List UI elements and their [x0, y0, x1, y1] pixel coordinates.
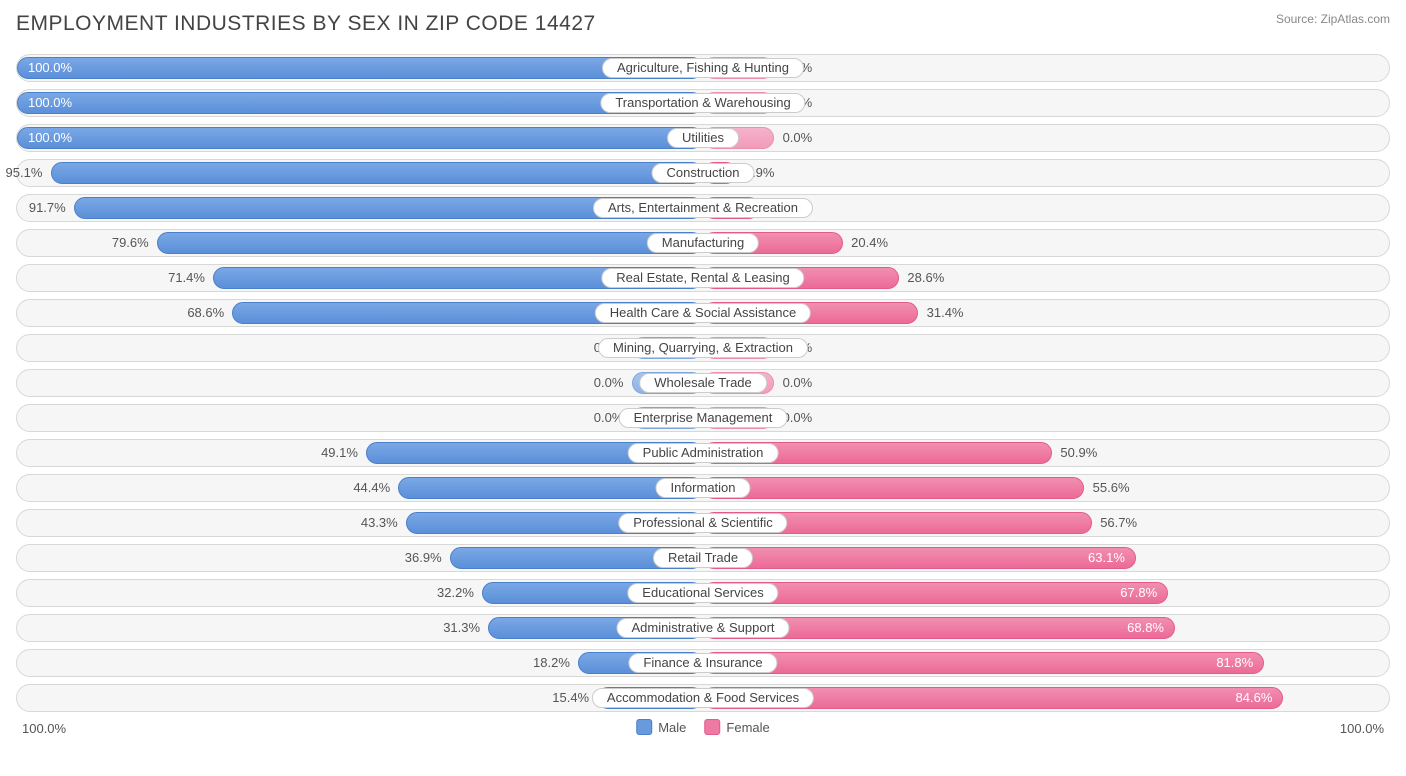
legend-male-label: Male	[658, 720, 686, 735]
source-name: ZipAtlas.com	[1321, 12, 1390, 26]
category-label: Administrative & Support	[616, 618, 789, 638]
category-label: Educational Services	[627, 583, 778, 603]
female-value: 84.6%	[1236, 690, 1273, 705]
category-label: Manufacturing	[647, 233, 759, 253]
category-label: Information	[655, 478, 750, 498]
category-label: Enterprise Management	[619, 408, 788, 428]
chart-row: 0.0%0.0%Mining, Quarrying, & Extraction	[16, 334, 1390, 362]
male-value: 68.6%	[187, 305, 224, 320]
chart-row: 0.0%0.0%Enterprise Management	[16, 404, 1390, 432]
female-value: 0.0%	[783, 375, 813, 390]
male-value: 100.0%	[28, 130, 72, 145]
category-label: Professional & Scientific	[618, 513, 787, 533]
female-value: 67.8%	[1120, 585, 1157, 600]
chart-row: 71.4% 28.6% Real Estate, Rental & Leasing	[16, 264, 1390, 292]
female-value: 68.8%	[1127, 620, 1164, 635]
category-label: Health Care & Social Assistance	[595, 303, 811, 323]
category-label: Transportation & Warehousing	[600, 93, 805, 113]
male-value: 95.1%	[6, 165, 43, 180]
male-bar	[17, 57, 703, 79]
female-value: 28.6%	[907, 270, 944, 285]
male-value: 15.4%	[552, 690, 589, 705]
female-value: 55.6%	[1093, 480, 1130, 495]
chart-row: 91.7%8.3%Arts, Entertainment & Recreatio…	[16, 194, 1390, 222]
male-bar	[17, 127, 703, 149]
male-value: 79.6%	[112, 235, 149, 250]
category-label: Accommodation & Food Services	[592, 688, 814, 708]
axis-label-left: 100.0%	[22, 721, 66, 736]
chart-row: 32.2% 67.8% Educational Services	[16, 579, 1390, 607]
male-value: 18.2%	[533, 655, 570, 670]
female-swatch-icon	[704, 719, 720, 735]
male-value: 36.9%	[405, 550, 442, 565]
female-value: 81.8%	[1216, 655, 1253, 670]
chart-row: 36.9% 63.1% Retail Trade	[16, 544, 1390, 572]
source-label: Source:	[1276, 12, 1317, 26]
male-swatch-icon	[636, 719, 652, 735]
category-label: Mining, Quarrying, & Extraction	[598, 338, 808, 358]
female-value: 20.4%	[851, 235, 888, 250]
chart-row: 79.6% 20.4% Manufacturing	[16, 229, 1390, 257]
category-label: Real Estate, Rental & Leasing	[601, 268, 804, 288]
male-value: 43.3%	[361, 515, 398, 530]
chart-title: EMPLOYMENT INDUSTRIES BY SEX IN ZIP CODE…	[16, 12, 596, 36]
male-value: 0.0%	[594, 375, 624, 390]
category-label: Wholesale Trade	[639, 373, 767, 393]
chart-footer: 100.0% Male Female 100.0%	[16, 719, 1390, 743]
male-value: 91.7%	[29, 200, 66, 215]
chart-row: 68.6% 31.4% Health Care & Social Assistanc…	[16, 299, 1390, 327]
male-bar	[157, 232, 703, 254]
male-value: 71.4%	[168, 270, 205, 285]
chart-row: 31.3% 68.8% Administrative & Support	[16, 614, 1390, 642]
category-label: Utilities	[667, 128, 739, 148]
male-value: 100.0%	[28, 95, 72, 110]
category-label: Construction	[652, 163, 755, 183]
chart-row: 0.0% 0.0% Wholesale Trade	[16, 369, 1390, 397]
legend-female-label: Female	[726, 720, 769, 735]
category-label: Finance & Insurance	[628, 653, 777, 673]
legend: Male Female	[636, 719, 770, 735]
chart-row: 100.0% 0.0% Utilities	[16, 124, 1390, 152]
male-bar	[51, 162, 703, 184]
legend-item-female: Female	[704, 719, 769, 735]
female-bar	[703, 547, 1136, 569]
male-value: 44.4%	[353, 480, 390, 495]
chart-row: 18.2% 81.8% Finance & Insurance	[16, 649, 1390, 677]
male-value: 49.1%	[321, 445, 358, 460]
chart-row: 100.0%0.0%Agriculture, Fishing & Hunting	[16, 54, 1390, 82]
chart-row: 95.1%4.9%Construction	[16, 159, 1390, 187]
chart-row: 43.3% 56.7% Professional & Scientific	[16, 509, 1390, 537]
female-bar	[703, 652, 1264, 674]
male-value: 32.2%	[437, 585, 474, 600]
source-attribution: Source: ZipAtlas.com	[1276, 12, 1390, 26]
male-value: 100.0%	[28, 60, 72, 75]
chart-row: 49.1% 50.9% Public Administration	[16, 439, 1390, 467]
male-value: 31.3%	[443, 620, 480, 635]
female-value: 63.1%	[1088, 550, 1125, 565]
chart-row: 15.4% 84.6% Accommodation & Food Services	[16, 684, 1390, 712]
female-value: 0.0%	[783, 130, 813, 145]
female-bar	[703, 477, 1084, 499]
female-value: 50.9%	[1060, 445, 1097, 460]
chart-row: 100.0%0.0%Transportation & Warehousing	[16, 89, 1390, 117]
axis-label-right: 100.0%	[1340, 721, 1384, 736]
category-label: Agriculture, Fishing & Hunting	[602, 58, 804, 78]
category-label: Public Administration	[628, 443, 779, 463]
category-label: Retail Trade	[653, 548, 753, 568]
category-label: Arts, Entertainment & Recreation	[593, 198, 813, 218]
legend-item-male: Male	[636, 719, 686, 735]
diverging-bar-chart: 100.0%0.0%Agriculture, Fishing & Hunting…	[16, 54, 1390, 712]
female-value: 56.7%	[1100, 515, 1137, 530]
chart-row: 44.4% 55.6% Information	[16, 474, 1390, 502]
female-value: 31.4%	[927, 305, 964, 320]
